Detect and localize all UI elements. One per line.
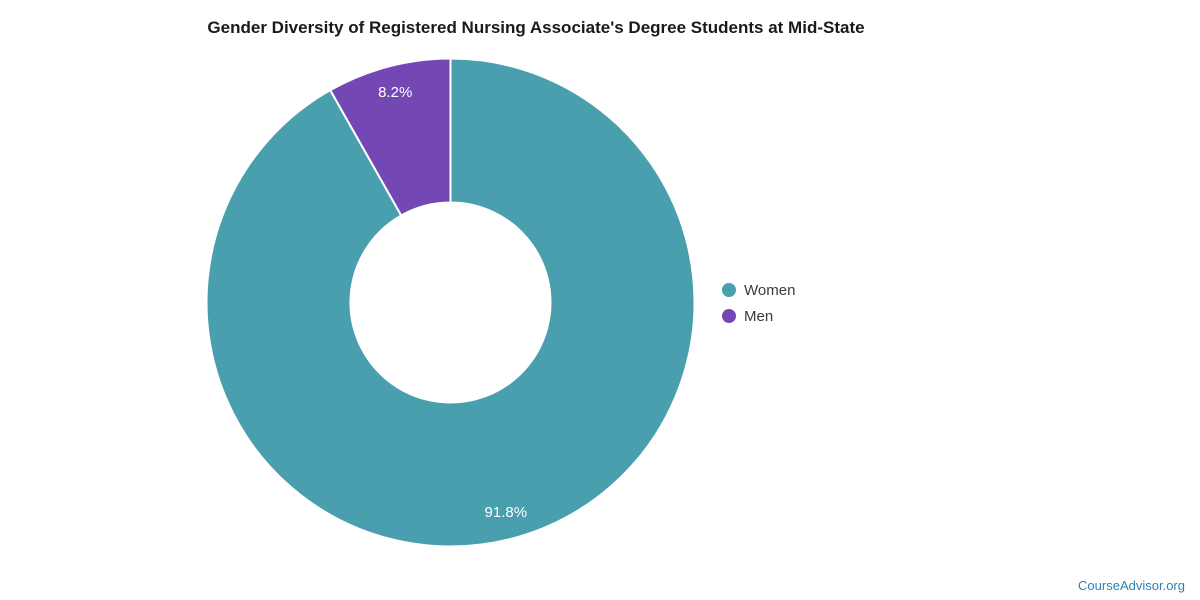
chart-title: Gender Diversity of Registered Nursing A… (207, 18, 865, 37)
chart-legend: Women Men (722, 277, 795, 329)
courseadvisor-link[interactable]: CourseAdvisor.org (1078, 578, 1185, 593)
legend-item-women[interactable]: Women (722, 277, 795, 303)
donut-slice-men[interactable] (329, 57, 452, 217)
donut-chart: 91.8% 8.2% (205, 57, 696, 548)
legend-swatch-men-icon (722, 309, 736, 323)
slice-label-women: 91.8% (485, 504, 528, 521)
legend-item-men[interactable]: Men (722, 303, 795, 329)
donut-chart-svg[interactable]: 91.8% 8.2% (205, 57, 696, 548)
slice-label-men: 8.2% (378, 84, 412, 101)
legend-label-women: Women (744, 281, 796, 299)
legend-swatch-women-icon (722, 283, 736, 297)
legend-label-men: Men (744, 307, 774, 325)
donut-slice-women[interactable] (205, 57, 696, 548)
